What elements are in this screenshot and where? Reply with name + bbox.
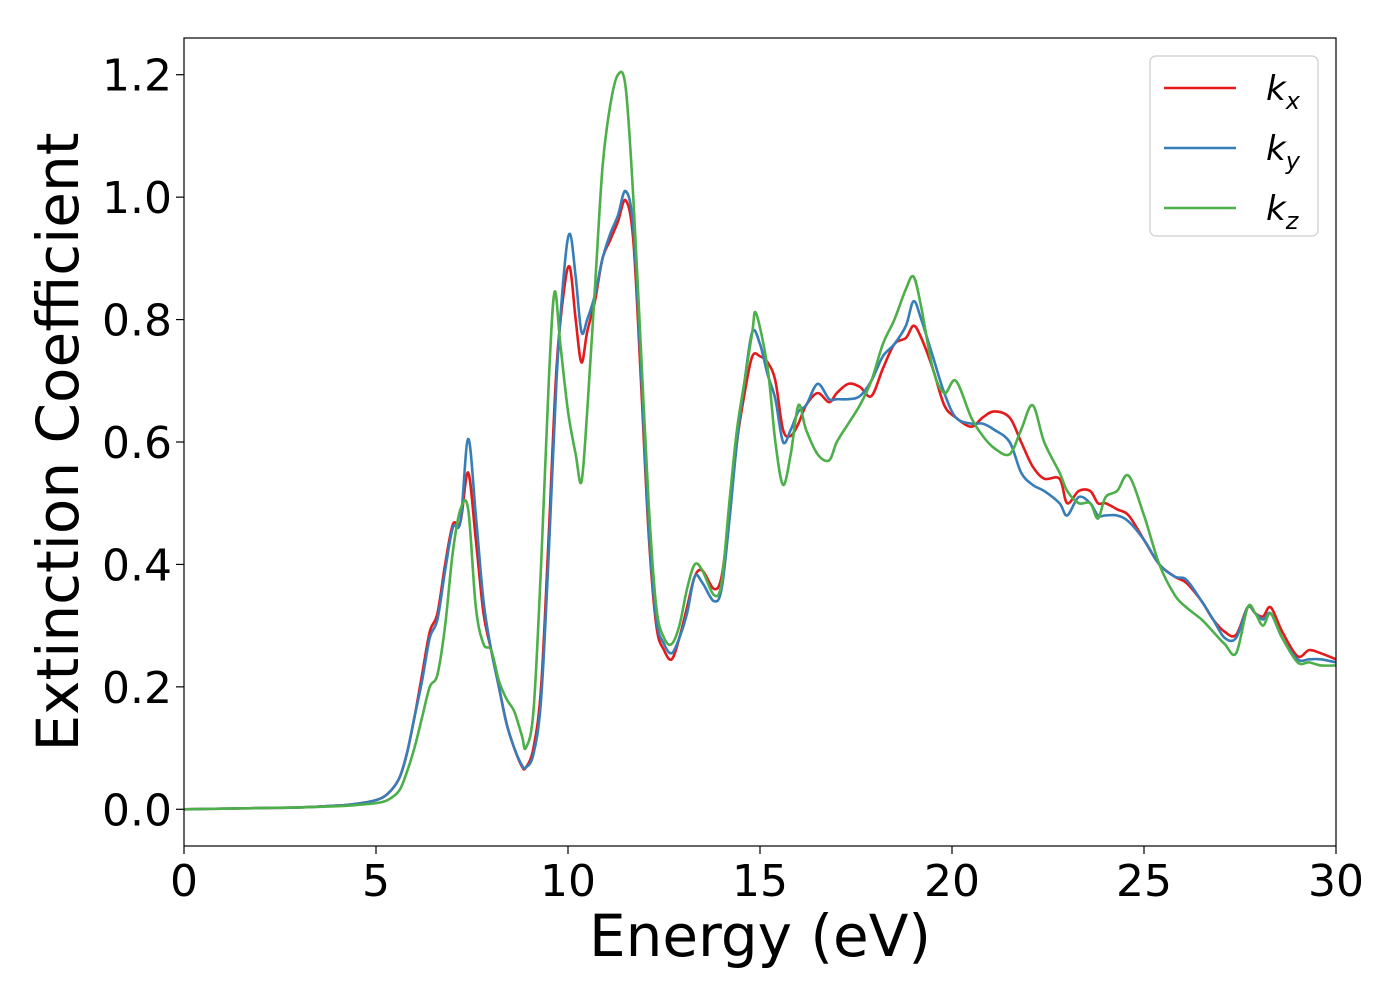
x-tick-label: 25 <box>1116 856 1172 907</box>
series-layer <box>184 70 1336 811</box>
legend-label-subscript: y <box>1285 147 1301 175</box>
y-tick-label: 0.2 <box>102 663 172 714</box>
y-tick-label: 0.4 <box>102 540 172 591</box>
x-tick-label: 20 <box>924 856 980 907</box>
x-tick-label: 30 <box>1308 856 1364 907</box>
x-axis: 0 5 10 15 20 25 30 <box>170 846 1364 907</box>
legend-label-base: k <box>1266 189 1287 229</box>
series-line-kz <box>184 70 1336 811</box>
x-tick-label: 15 <box>732 856 788 907</box>
y-tick-label: 0.6 <box>102 418 172 469</box>
series-line-ky <box>184 189 1336 811</box>
legend-label-kz: kz <box>1266 189 1300 235</box>
y-tick-label: 1.0 <box>102 173 172 224</box>
x-tick-label: 5 <box>362 856 390 907</box>
y-axis-label: Extinction Coefficient <box>24 133 92 752</box>
y-tick-label: 0.0 <box>102 785 172 836</box>
legend-label-ky: ky <box>1266 129 1301 175</box>
legend-label-subscript: x <box>1285 87 1301 115</box>
y-tick-label: 1.2 <box>102 51 172 102</box>
x-tick-label: 0 <box>170 856 198 907</box>
legend-label-base: k <box>1266 69 1287 109</box>
x-axis-label: Energy (eV) <box>589 902 931 970</box>
y-axis: 0.0 0.2 0.4 0.6 0.8 1.0 1.2 <box>102 51 184 836</box>
x-tick-label: 10 <box>540 856 596 907</box>
legend-box <box>1149 55 1319 237</box>
legend-label-kx: kx <box>1266 69 1301 115</box>
legend-label-base: k <box>1266 129 1287 169</box>
y-tick-label: 0.8 <box>102 296 172 347</box>
legend-label-subscript: z <box>1285 207 1300 235</box>
